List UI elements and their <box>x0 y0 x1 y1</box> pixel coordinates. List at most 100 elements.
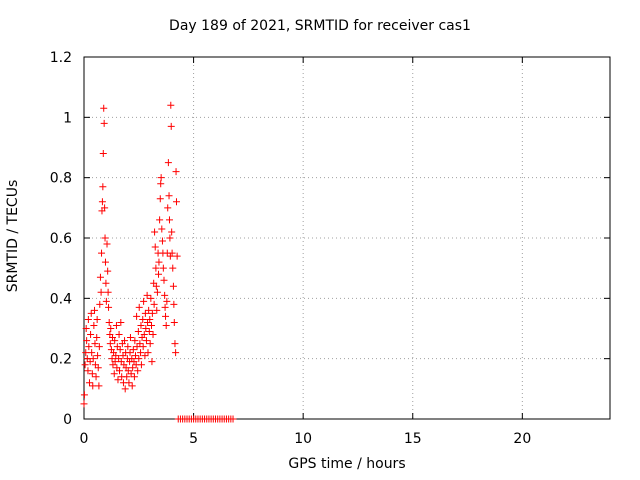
y-tick-label: 0.8 <box>50 171 72 187</box>
data-point <box>124 343 132 351</box>
data-point <box>156 195 164 203</box>
data-point <box>142 337 150 345</box>
data-point <box>153 306 161 314</box>
data-point <box>137 361 145 369</box>
data-point <box>105 318 113 326</box>
data-point <box>139 343 147 351</box>
data-point <box>169 264 177 272</box>
data-point <box>112 352 120 360</box>
data-point <box>164 159 172 167</box>
data-point <box>104 288 112 296</box>
data-point <box>114 376 122 384</box>
data-point <box>146 315 154 323</box>
data-point <box>126 349 134 357</box>
data-point <box>135 355 143 363</box>
data-point <box>100 104 108 112</box>
data-point <box>93 334 101 342</box>
data-point <box>129 364 137 372</box>
data-point <box>155 258 163 266</box>
data-point <box>94 364 102 372</box>
data-point <box>89 355 97 363</box>
data-point <box>88 370 96 378</box>
data-point <box>85 379 93 387</box>
data-point <box>128 382 136 390</box>
data-point <box>82 349 90 357</box>
data-point <box>130 373 138 381</box>
data-point <box>101 204 109 212</box>
data-point <box>140 331 148 339</box>
y-tick-label: 0.6 <box>50 231 72 247</box>
data-point <box>83 355 91 363</box>
data-point <box>82 325 90 332</box>
data-point <box>168 228 176 236</box>
data-point <box>121 337 129 345</box>
data-point <box>104 267 112 275</box>
data-point <box>113 343 121 351</box>
data-point <box>170 318 178 326</box>
data-point <box>139 315 147 323</box>
data-point <box>85 343 93 351</box>
data-point <box>92 373 100 381</box>
data-point <box>133 312 141 320</box>
data-point <box>100 119 108 127</box>
x-axis-label: GPS time / hours <box>288 456 406 472</box>
data-point <box>153 288 161 296</box>
data-point <box>98 249 106 257</box>
data-point <box>137 349 145 357</box>
data-point <box>152 282 160 290</box>
data-point <box>81 361 89 369</box>
y-tick-label: 0 <box>63 412 72 428</box>
y-tick-label: 0.4 <box>50 291 72 307</box>
data-point <box>93 315 101 323</box>
data-point <box>116 367 124 375</box>
data-point <box>147 294 155 302</box>
data-point <box>106 340 114 348</box>
data-point <box>143 291 151 299</box>
data-point <box>164 204 172 212</box>
data-point <box>148 358 156 366</box>
data-point <box>172 198 180 206</box>
data-point <box>144 349 152 357</box>
data-point <box>145 306 153 314</box>
data-point <box>137 321 145 329</box>
data-point <box>132 352 140 360</box>
data-point <box>125 379 133 387</box>
data-point <box>155 270 163 278</box>
data-point <box>87 331 95 339</box>
data-point <box>170 300 178 308</box>
data-point <box>166 234 174 242</box>
data-point <box>165 192 173 200</box>
data-point <box>162 321 170 329</box>
data-point <box>141 309 149 317</box>
data-point <box>229 415 237 423</box>
data-point <box>90 321 98 329</box>
data-point <box>112 321 120 329</box>
data-point <box>121 385 129 393</box>
data-point <box>167 122 175 130</box>
data-point <box>135 303 143 311</box>
data-point <box>150 300 158 308</box>
data-point <box>102 297 110 305</box>
data-point <box>157 174 165 182</box>
data-point <box>123 373 131 381</box>
data-point <box>142 325 150 332</box>
data-point <box>148 309 156 317</box>
data-point <box>91 340 99 348</box>
data-point <box>133 343 141 351</box>
data-point <box>111 337 119 345</box>
data-point <box>171 340 179 348</box>
data-point <box>151 243 159 251</box>
data-point <box>80 400 88 408</box>
data-point <box>172 349 180 357</box>
data-point <box>151 228 159 236</box>
data-point <box>105 303 113 311</box>
data-point <box>127 370 135 378</box>
data-point <box>148 321 156 329</box>
x-tick-label: 0 <box>80 431 89 447</box>
data-point <box>111 358 119 366</box>
data-point <box>102 279 110 287</box>
data-point <box>86 358 94 366</box>
data-point <box>134 328 142 336</box>
data-point <box>140 297 148 305</box>
